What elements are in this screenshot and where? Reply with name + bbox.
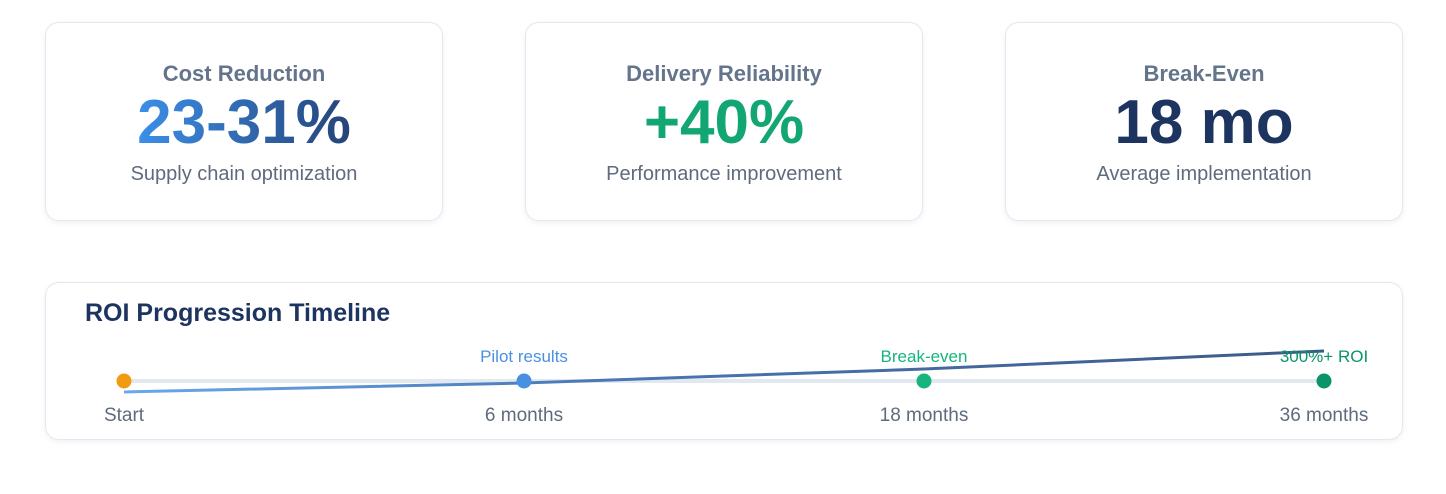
timeline-card <box>45 282 1403 440</box>
card-subtitle: Average implementation <box>1096 163 1312 185</box>
milestone-label: 6 months <box>485 405 563 426</box>
milestone-dot <box>1316 373 1332 389</box>
metric-card: Cost Reduction 23-31% Supply chain optim… <box>45 22 443 221</box>
milestone-dot <box>916 373 932 389</box>
card-title: Delivery Reliability <box>626 61 822 86</box>
milestone-event: Break-even <box>881 347 968 366</box>
milestone-label: 18 months <box>880 405 969 426</box>
card-subtitle: Performance improvement <box>606 163 842 185</box>
card-value: +40% <box>643 88 805 157</box>
milestone-event: Pilot results <box>480 347 568 366</box>
milestone-event: 300%+ ROI <box>1280 347 1368 366</box>
metric-card: Delivery Reliability +40% Performance im… <box>525 22 923 221</box>
timeline-title: ROI Progression Timeline <box>85 299 390 327</box>
card-title: Cost Reduction <box>162 61 326 86</box>
roi-curve <box>123 349 1325 394</box>
metric-card: Break-Even 18 mo Average implementation <box>1005 22 1403 221</box>
milestone-label: Start <box>104 405 145 426</box>
milestone-dot <box>116 373 132 389</box>
card-title: Break-Even <box>1143 61 1265 86</box>
card-value: 23-31% <box>46 85 442 161</box>
card-value: 18 mo <box>1114 88 1294 157</box>
milestone-label: 36 months <box>1280 405 1369 426</box>
milestone-dot <box>516 373 532 389</box>
card-subtitle: Supply chain optimization <box>130 163 358 185</box>
